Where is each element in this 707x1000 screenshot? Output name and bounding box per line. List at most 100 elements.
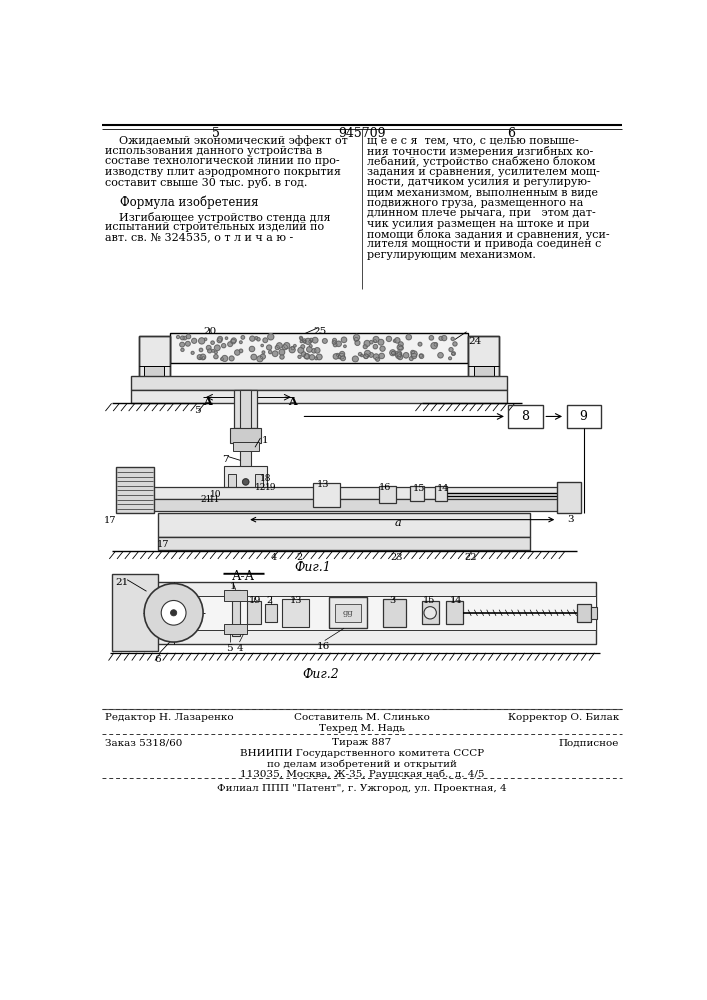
Circle shape (431, 343, 437, 349)
Circle shape (267, 345, 271, 350)
Circle shape (185, 341, 190, 346)
Circle shape (221, 358, 223, 360)
Circle shape (399, 346, 403, 350)
Circle shape (396, 353, 402, 358)
Text: использования данного устройства в: использования данного устройства в (105, 146, 322, 156)
Bar (131, 389, 507, 403)
Circle shape (191, 351, 194, 354)
Text: Фиг.1: Фиг.1 (295, 561, 332, 574)
Text: 24: 24 (468, 337, 481, 346)
Circle shape (298, 355, 301, 358)
Text: A: A (203, 396, 211, 407)
Circle shape (373, 337, 379, 342)
Bar (446, 601, 464, 624)
Text: 3: 3 (389, 596, 395, 605)
Circle shape (449, 348, 453, 352)
Circle shape (379, 353, 385, 359)
Bar (233, 442, 259, 451)
Text: 5: 5 (194, 406, 200, 415)
Circle shape (373, 354, 379, 359)
Circle shape (333, 354, 339, 359)
Circle shape (263, 338, 267, 343)
Text: A: A (288, 396, 297, 407)
Circle shape (291, 347, 295, 350)
Circle shape (309, 340, 312, 343)
Circle shape (226, 337, 228, 339)
Circle shape (419, 354, 423, 358)
Bar (577, 604, 590, 622)
Circle shape (397, 352, 402, 356)
Circle shape (269, 351, 272, 354)
Circle shape (231, 338, 236, 343)
Text: Изгибающее устройство стенда для: Изгибающее устройство стенда для (105, 212, 331, 223)
Bar (135, 499, 577, 511)
Bar (557, 482, 580, 513)
Text: 20: 20 (203, 327, 216, 336)
Text: 1: 1 (230, 582, 236, 591)
Circle shape (352, 356, 358, 362)
Text: 2: 2 (296, 553, 303, 562)
Text: 15: 15 (412, 484, 425, 493)
Bar (247, 601, 261, 624)
Circle shape (298, 347, 304, 353)
Text: 13: 13 (290, 596, 303, 605)
Bar (468, 336, 499, 386)
Text: 4: 4 (271, 553, 276, 562)
Circle shape (392, 351, 395, 354)
Circle shape (397, 354, 403, 360)
Circle shape (170, 610, 177, 616)
Circle shape (177, 336, 180, 339)
Text: 9: 9 (580, 410, 588, 423)
Bar (230, 428, 261, 443)
Bar (335, 604, 361, 622)
Text: 5: 5 (226, 644, 233, 653)
Text: составит свыше 30 тыс. руб. в год.: составит свыше 30 тыс. руб. в год. (105, 177, 308, 188)
Circle shape (355, 341, 360, 345)
Bar (255, 474, 263, 497)
Text: 2: 2 (267, 596, 273, 605)
Text: лителя мощности и привода соединен с: лителя мощности и привода соединен с (368, 239, 602, 249)
Text: Ожидаемый экономический эффект от: Ожидаемый экономический эффект от (105, 135, 348, 146)
Circle shape (180, 336, 185, 340)
Bar (224, 590, 247, 601)
Circle shape (262, 351, 265, 354)
Circle shape (300, 336, 303, 339)
Circle shape (202, 357, 205, 359)
Circle shape (411, 351, 417, 357)
Text: регулирующим механизмом.: регулирующим механизмом. (368, 250, 536, 260)
Circle shape (214, 351, 217, 354)
Circle shape (413, 490, 421, 497)
Circle shape (370, 340, 373, 344)
Circle shape (206, 345, 211, 350)
Bar (135, 487, 577, 499)
Circle shape (261, 344, 264, 347)
Circle shape (338, 356, 341, 359)
Circle shape (304, 354, 309, 359)
Text: составе технологической линии по про-: составе технологической линии по про- (105, 156, 340, 166)
Circle shape (305, 354, 310, 359)
Bar (119, 596, 596, 630)
Circle shape (364, 354, 368, 358)
Text: 14: 14 (450, 596, 462, 605)
Text: a: a (395, 518, 402, 528)
Circle shape (197, 355, 202, 359)
Circle shape (363, 345, 367, 349)
Circle shape (180, 342, 185, 347)
Bar (468, 336, 499, 386)
Text: 945709: 945709 (338, 127, 386, 140)
Circle shape (289, 347, 295, 353)
Text: 12: 12 (255, 483, 267, 492)
Text: 8: 8 (522, 410, 530, 423)
Circle shape (361, 354, 363, 357)
Text: щ е е с я  тем, что, с целью повыше-: щ е е с я тем, что, с целью повыше- (368, 135, 579, 145)
Circle shape (411, 350, 414, 354)
Bar (329, 597, 368, 628)
Text: Фиг.2: Фиг.2 (303, 668, 339, 681)
Text: 6: 6 (154, 655, 161, 664)
Bar (115, 466, 154, 513)
Text: 23: 23 (391, 553, 403, 562)
Circle shape (303, 339, 306, 342)
Circle shape (339, 352, 344, 357)
Text: Филиал ППП "Патент", г. Ужгород, ул. Проектная, 4: Филиал ППП "Патент", г. Ужгород, ул. Про… (217, 784, 507, 793)
Circle shape (240, 341, 243, 344)
